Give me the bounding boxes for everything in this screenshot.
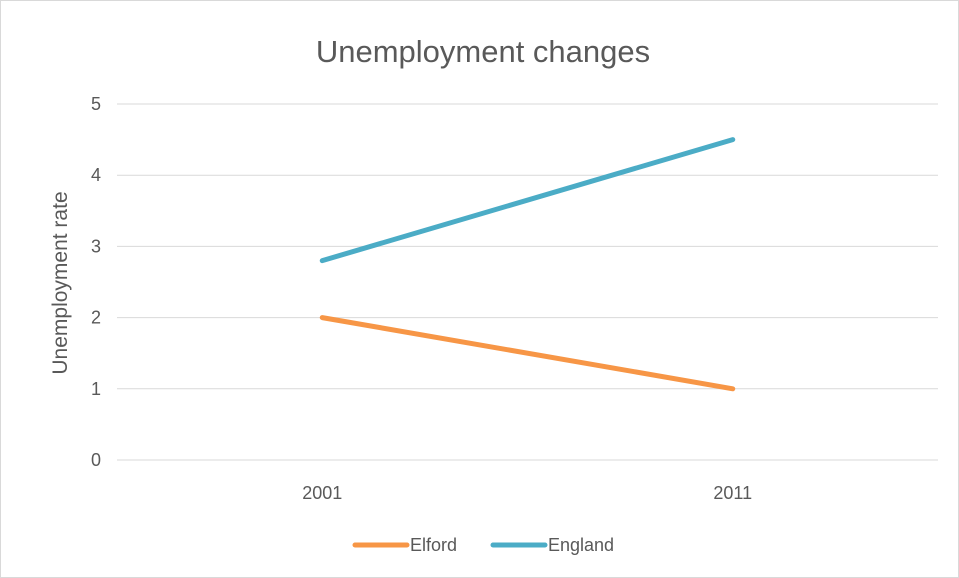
x-axis-ticks: 2001 2011 <box>302 483 752 503</box>
series-lines <box>319 137 736 392</box>
y-axis-ticks: 0 1 2 3 4 5 <box>91 94 101 470</box>
legend-label-elford: Elford <box>410 535 457 555</box>
y-tick-label: 4 <box>91 165 101 185</box>
y-axis-title: Unemployment rate <box>49 191 72 374</box>
chart-title: Unemployment changes <box>316 34 650 69</box>
y-tick-label: 1 <box>91 379 101 399</box>
y-tick-label: 3 <box>91 236 101 256</box>
legend: Elford England <box>352 535 614 555</box>
legend-label-england: England <box>548 535 614 555</box>
y-tick-label: 0 <box>91 450 101 470</box>
x-tick-label: 2001 <box>302 483 342 503</box>
series-line-england <box>319 137 736 264</box>
y-tick-label: 2 <box>91 308 101 328</box>
gridlines <box>117 103 938 461</box>
x-tick-label: 2011 <box>713 483 752 503</box>
series-line-elford <box>319 315 736 392</box>
y-tick-label: 5 <box>91 94 101 114</box>
